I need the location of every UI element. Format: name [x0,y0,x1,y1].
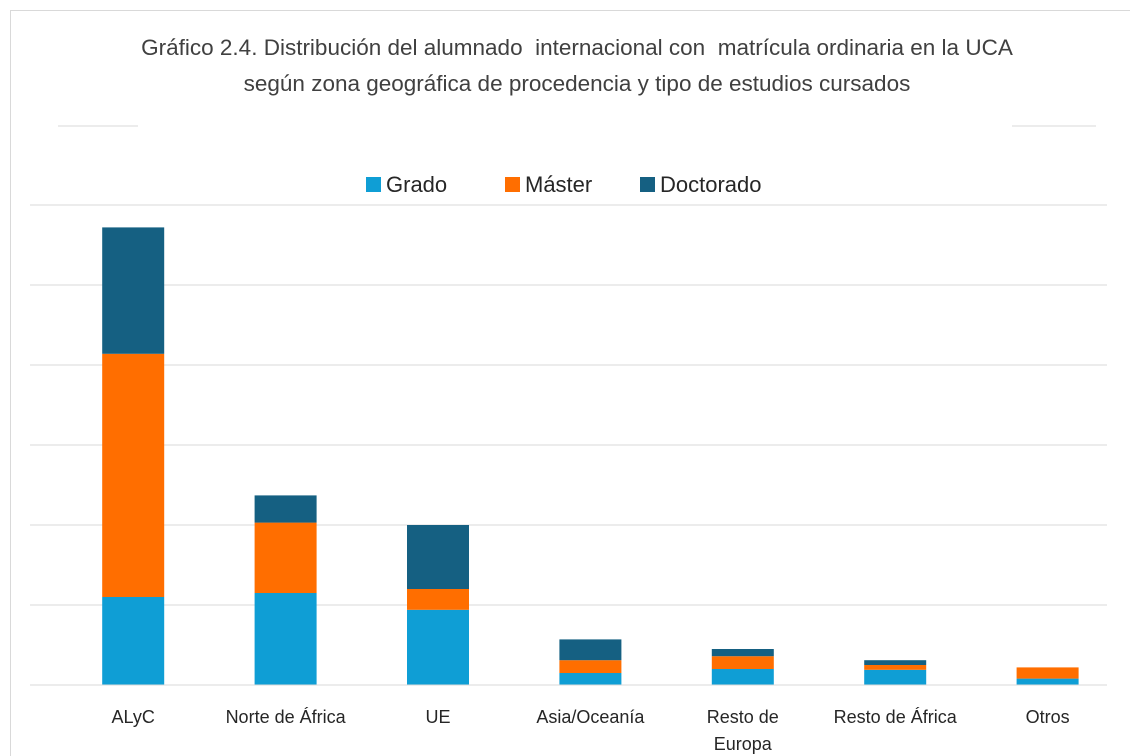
bar-segment [254,522,317,593]
bar-segment [407,525,469,589]
legend-item: Grado [366,172,447,198]
legend-item: Doctorado [640,172,762,198]
legend-label: Grado [386,172,448,197]
x-tick-label: UE [425,707,451,727]
chart-frame [10,10,1130,756]
bar-segment [711,656,774,669]
bar-segment [407,609,469,685]
legend-label: Máster [525,172,593,197]
x-tick-label: Resto de África [833,707,957,727]
x-tick-label: Resto de Europa [706,707,779,754]
bar-segment [864,665,927,670]
bar-segment [711,669,774,685]
chart-title: Gráfico 2.4. Distribución del alumnado i… [141,35,1020,96]
x-tick-label: ALyC [111,707,155,727]
bar-segment [1016,678,1079,685]
bar-segment [102,597,165,685]
x-tick-label: Norte de África [225,707,346,727]
bar-segment [102,353,165,597]
x-tick-label: Asia/Oceanía [536,707,645,727]
bar-segment [102,227,165,354]
legend-swatch [505,177,520,192]
bar-segment [711,649,774,657]
x-tick-label: Otros [1025,707,1070,727]
bar-segment [864,660,927,665]
bar-segment [254,593,317,685]
legend-swatch [640,177,655,192]
bar-segment [559,639,622,661]
legend-item: Máster [505,172,592,198]
bar-segment [559,660,622,673]
bar-segment [407,589,469,610]
bar-segment [1016,667,1079,679]
legend-swatch [366,177,381,192]
bar-segment [864,669,927,685]
bar-segment [254,495,317,523]
bar-segment [559,673,622,685]
legend-label: Doctorado [660,172,762,197]
